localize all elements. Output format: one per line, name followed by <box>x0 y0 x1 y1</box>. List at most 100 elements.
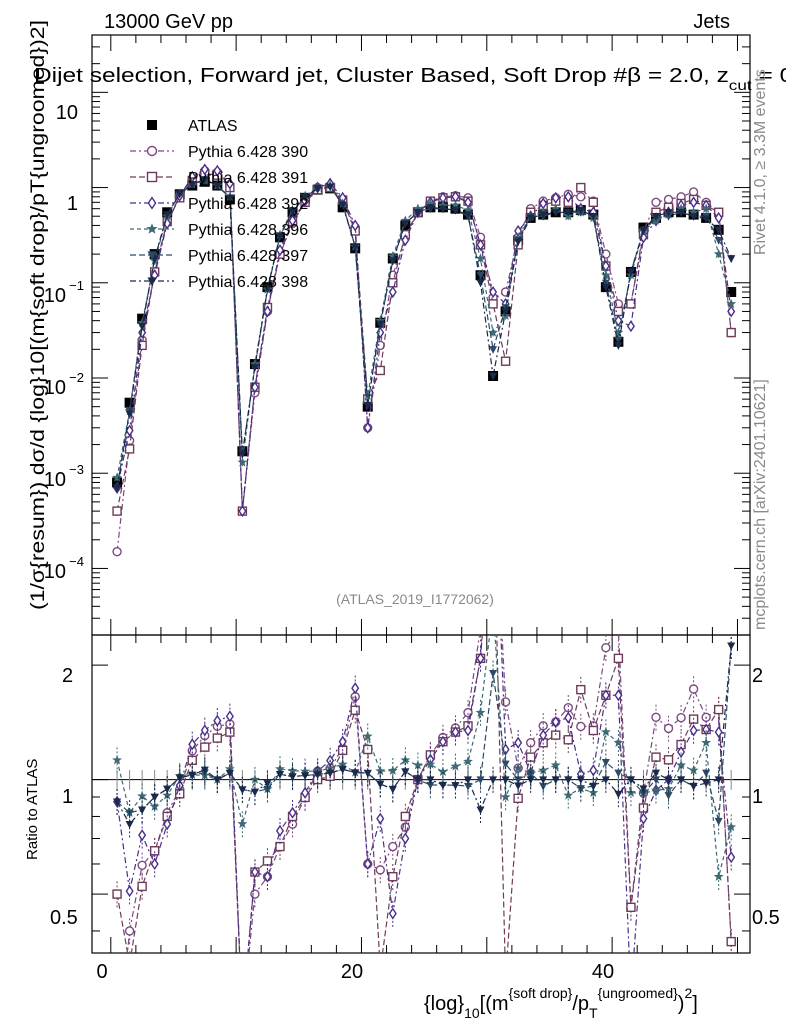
ratio-point <box>137 860 147 870</box>
ratio-point <box>676 760 686 770</box>
ratio-point <box>600 726 611 737</box>
data-point <box>388 257 397 266</box>
ratio-point <box>250 865 259 879</box>
ratio-band <box>693 769 695 790</box>
data-point <box>551 191 560 204</box>
data-point <box>664 213 673 221</box>
y-tick-label-1e-4-exp: −4 <box>69 554 84 569</box>
ratio-point <box>263 785 272 794</box>
ratio-point <box>425 759 436 769</box>
ratio-point <box>112 754 122 765</box>
data-point <box>463 204 473 215</box>
data-point <box>276 232 284 241</box>
data-point <box>124 444 135 454</box>
data-point <box>500 356 511 366</box>
legend-marker <box>147 120 157 130</box>
data-point <box>137 340 147 351</box>
y-tick-label-10: 10 <box>56 102 78 124</box>
data-point <box>401 234 410 247</box>
y-tick-label-1e-1-exp: −1 <box>69 278 84 293</box>
x-title-c: /p <box>572 993 589 1015</box>
ratio-point <box>727 642 736 651</box>
ratio-point <box>113 798 122 807</box>
y-tick-label-1e-1: 10 <box>44 285 66 307</box>
ratio-point <box>514 782 523 791</box>
data-point <box>200 176 209 184</box>
ratio-point <box>388 785 397 794</box>
main-y-ticks <box>92 34 750 636</box>
x-title-sub: 10 <box>464 1005 480 1021</box>
data-point <box>413 209 422 217</box>
ratio-point <box>539 729 548 742</box>
ratio-point <box>714 776 723 785</box>
ratio-point <box>376 812 385 825</box>
legend-marker <box>146 223 158 234</box>
legend-label: Pythia 6.428 397 <box>188 248 308 265</box>
ratio-point <box>150 857 159 871</box>
header-left-label: 13000 GeV pp <box>104 11 233 33</box>
plot-title-beta: β = 2.0, z <box>627 65 729 87</box>
data-point <box>362 390 373 400</box>
ratio-band <box>454 769 456 790</box>
data-point <box>124 397 135 408</box>
data-point <box>651 197 661 208</box>
data-point <box>726 327 736 338</box>
data-point <box>375 365 385 376</box>
ratio-point <box>387 765 398 775</box>
data-point <box>450 200 461 210</box>
ratio-point <box>138 829 147 842</box>
ratio-point <box>287 765 298 775</box>
legend-label: Pythia 6.428 392 <box>188 196 308 213</box>
ratio-band <box>342 769 344 790</box>
ratio-point <box>363 857 372 871</box>
ratio-point <box>564 776 573 785</box>
ratio-point <box>651 785 661 795</box>
ratio-point <box>702 779 711 788</box>
data-point <box>702 215 711 224</box>
ratio-point <box>539 782 548 791</box>
data-point <box>564 209 573 217</box>
ratio-point <box>301 772 310 780</box>
ratio-point <box>538 765 549 775</box>
data-point <box>677 209 686 217</box>
ratio-point <box>149 846 160 856</box>
ratio-point <box>727 851 736 864</box>
data-point <box>313 185 322 193</box>
ratio-point <box>438 735 447 748</box>
ratio-point <box>702 769 711 778</box>
ratio-point <box>576 684 586 695</box>
data-point <box>714 211 723 224</box>
ratio-band <box>617 769 619 790</box>
header-right-label: Jets <box>693 11 730 33</box>
data-point <box>137 317 148 327</box>
ratio-point <box>376 780 385 789</box>
ratio-point <box>413 776 422 785</box>
ratio-point <box>362 731 373 741</box>
ratio-point <box>614 624 622 632</box>
data-point <box>138 326 147 339</box>
rivet-label: Rivet 4.1.0, ≥ 3.3M events <box>752 69 769 255</box>
ratio-point <box>163 785 172 794</box>
ratio-point <box>689 782 698 791</box>
ratio-point <box>688 765 699 775</box>
y-axis-title-ratio: Ratio to ATLAS <box>24 759 41 860</box>
data-point <box>539 211 548 219</box>
ratio-series-group <box>112 624 737 953</box>
x-tick-label-40: 40 <box>592 961 614 983</box>
x-title-d: ) <box>678 993 685 1015</box>
ratio-point <box>551 776 560 785</box>
ratio-point <box>588 725 599 736</box>
data-point <box>489 285 498 299</box>
data-point <box>213 164 222 177</box>
data-point <box>401 220 410 228</box>
ratio-point <box>188 738 197 751</box>
data-point <box>112 506 122 516</box>
data-point <box>263 284 272 293</box>
data-point <box>626 320 635 333</box>
ratio-band <box>367 769 369 790</box>
data-point <box>652 213 660 221</box>
data-point <box>601 283 610 292</box>
ratio-point <box>477 624 485 632</box>
legend-marker <box>146 171 158 183</box>
ratio-point <box>238 786 247 795</box>
